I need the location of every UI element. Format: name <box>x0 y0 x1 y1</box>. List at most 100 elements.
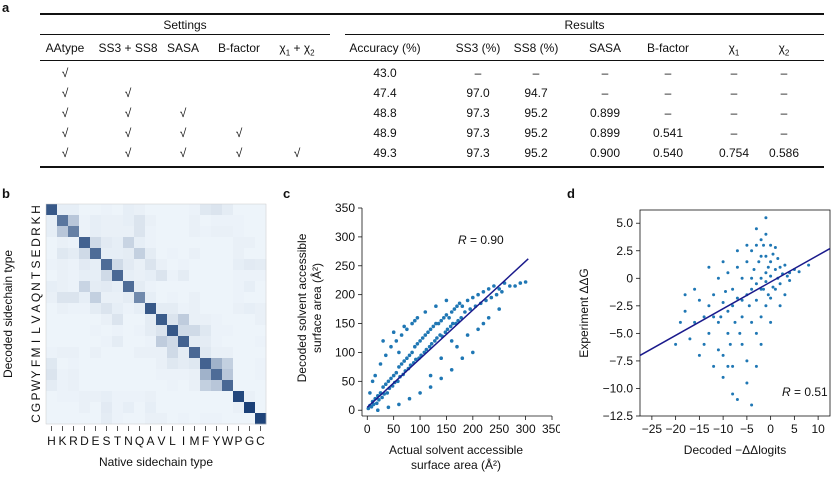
heatmap-cell <box>178 314 190 326</box>
scatter-point <box>391 373 396 378</box>
heatmap-cell <box>255 204 267 216</box>
check-mark: √ <box>235 146 243 160</box>
scatter-point <box>443 330 448 334</box>
heatmap-cell <box>178 270 190 282</box>
heatmap-y-axis-label: Decoded sidechain type <box>1 250 15 378</box>
scatter-point <box>497 307 501 311</box>
scatter-point <box>683 309 687 313</box>
heatmap-cell <box>101 347 113 359</box>
scatter-point <box>445 327 450 332</box>
heatmap-cell <box>222 248 234 260</box>
heatmap-cell <box>57 336 69 348</box>
result-value: 0.586 <box>768 146 800 160</box>
heatmap-cell <box>123 369 135 381</box>
heatmap-cell <box>101 303 113 315</box>
heatmap-cell <box>145 369 157 381</box>
heatmap-cell <box>101 358 113 370</box>
heatmap-cell <box>46 303 58 315</box>
heatmap-cell <box>46 391 58 403</box>
heatmap-cell <box>255 259 267 271</box>
panel-c-label: c <box>283 186 291 201</box>
heatmap-cell <box>145 259 157 271</box>
heatmap-cell <box>189 204 201 216</box>
heatmap-cell <box>90 336 102 348</box>
heatmap-cell <box>134 336 146 348</box>
scatter-point <box>747 304 751 308</box>
scatter-point <box>778 265 782 269</box>
scatter-point <box>435 336 439 340</box>
heatmap-x-tick-label: V <box>157 434 165 448</box>
heatmap-y-tick-label: K <box>29 216 43 224</box>
check-mark: √ <box>61 126 69 140</box>
scatter-point <box>769 320 773 324</box>
check-mark: √ <box>293 146 301 160</box>
scatter-point <box>702 342 706 346</box>
heatmap-y-tick-label: M <box>29 348 43 358</box>
heatmap-cell <box>211 325 223 337</box>
y-tick-label: 2.5 <box>616 244 633 258</box>
scatter-point <box>492 284 496 288</box>
scatter-point <box>377 398 381 402</box>
heatmap-cell <box>211 226 223 238</box>
result-value: 47.4 <box>373 86 397 100</box>
scatter-point <box>731 392 735 396</box>
heatmap-cell <box>255 358 267 370</box>
scatter-point <box>783 293 787 297</box>
check-mark: √ <box>179 126 187 140</box>
heatmap-cell <box>57 248 69 260</box>
check-mark: √ <box>124 126 132 140</box>
check-mark: √ <box>61 66 69 80</box>
heatmap-cell <box>145 391 157 403</box>
heatmap-cell <box>112 347 124 359</box>
scatter-point <box>735 249 739 253</box>
heatmap-cell <box>244 402 256 414</box>
heatmap-cell <box>167 226 179 238</box>
heatmap-cell <box>145 358 157 370</box>
results-column-header: SS3 (%) <box>455 41 501 55</box>
heatmap-cell <box>68 292 80 304</box>
scatter-point <box>463 310 467 314</box>
x-tick-label: 200 <box>463 422 483 436</box>
scatter-point <box>707 331 711 335</box>
heatmap-cell <box>222 215 234 227</box>
heatmap-cell <box>244 237 256 249</box>
heatmap-cell <box>68 391 80 403</box>
heatmap-y-tick-label: N <box>29 282 43 291</box>
result-value: – <box>780 126 788 140</box>
heatmap-cell <box>178 336 190 348</box>
scatter-point <box>444 298 449 303</box>
heatmap-cell <box>79 303 91 315</box>
scatter-point <box>418 339 422 343</box>
x-tick-label: 150 <box>436 422 456 436</box>
heatmap-cell <box>145 204 157 216</box>
heatmap-cell <box>112 369 124 381</box>
result-value: 48.9 <box>373 126 397 140</box>
y-tick-label: 250 <box>335 259 355 273</box>
heatmap-cell <box>134 270 146 282</box>
heatmap-cell <box>90 226 102 238</box>
heatmap-cell <box>178 237 190 249</box>
scatter-point <box>413 318 417 323</box>
heatmap-cell <box>68 347 80 359</box>
heatmap-cell <box>255 303 267 315</box>
heatmap-cell <box>156 336 168 348</box>
heatmap-cell <box>68 204 80 216</box>
scatter-point <box>376 408 380 412</box>
heatmap-y-tick-label: Q <box>29 293 43 302</box>
table-top-rule <box>40 13 824 15</box>
heatmap-cell <box>211 358 223 370</box>
result-value: 0.754 <box>718 146 750 160</box>
y-tick-label: 300 <box>335 230 355 244</box>
y-tick-label: −12.5 <box>603 409 634 423</box>
scatter-point <box>764 271 768 275</box>
heatmap-cell <box>167 325 179 337</box>
heatmap-y-tick-label: G <box>29 403 43 412</box>
heatmap-cell <box>222 270 234 282</box>
result-value: 0.541 <box>652 126 684 140</box>
heatmap-y-tick-label: V <box>29 315 43 323</box>
heatmap-cell <box>90 325 102 337</box>
scatter-point <box>452 307 457 311</box>
scatter-point <box>405 327 409 332</box>
heatmap-cell <box>200 380 212 392</box>
heatmap-cell <box>90 281 102 293</box>
